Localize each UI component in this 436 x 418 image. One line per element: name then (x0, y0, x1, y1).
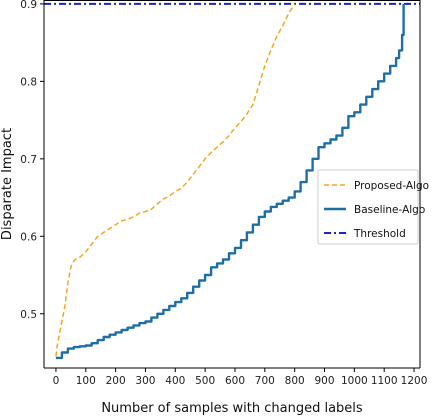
x-tick-label: 1100 (371, 375, 398, 387)
x-tick-label: 600 (225, 375, 245, 387)
x-tick-label: 300 (135, 375, 155, 387)
x-tick-label: 900 (314, 375, 334, 387)
x-tick-label: 1200 (401, 375, 428, 387)
series-line-proposed-algo (55, 3, 296, 357)
x-tick-label: 0 (53, 375, 60, 387)
legend: Proposed-Algo Baseline-Algo Threshold (317, 169, 429, 245)
x-axis-ticks: 0 100 200 300 400 500 600 700 800 900 1000 1100 1200 (53, 368, 428, 387)
x-tick-label: 400 (165, 375, 185, 387)
y-tick-label: 0.7 (20, 154, 37, 166)
x-tick-label: 200 (106, 375, 126, 387)
x-tick-label: 1000 (341, 375, 368, 387)
y-tick-label: 0.8 (20, 76, 37, 88)
y-tick-label: 0.5 (20, 309, 37, 321)
legend-label-baseline: Baseline-Algo (354, 204, 425, 216)
legend-box (317, 169, 419, 245)
y-axis-ticks: 0.5 0.6 0.7 0.8 0.9 (20, 0, 44, 321)
x-tick-label: 100 (76, 375, 96, 387)
series-line-baseline-algo (55, 3, 405, 360)
legend-label-proposed: Proposed-Algo (354, 180, 429, 192)
x-tick-label: 700 (255, 375, 275, 387)
y-tick-label: 0.6 (20, 231, 37, 243)
x-tick-label: 500 (195, 375, 215, 387)
x-tick-label: 800 (285, 375, 305, 387)
y-axis-label: Disparate Impact (0, 128, 15, 240)
legend-label-threshold: Threshold (353, 228, 406, 240)
y-tick-label: 0.9 (20, 0, 37, 11)
series-layer (44, 2, 420, 360)
x-axis-label: Number of samples with changed labels (101, 401, 363, 416)
